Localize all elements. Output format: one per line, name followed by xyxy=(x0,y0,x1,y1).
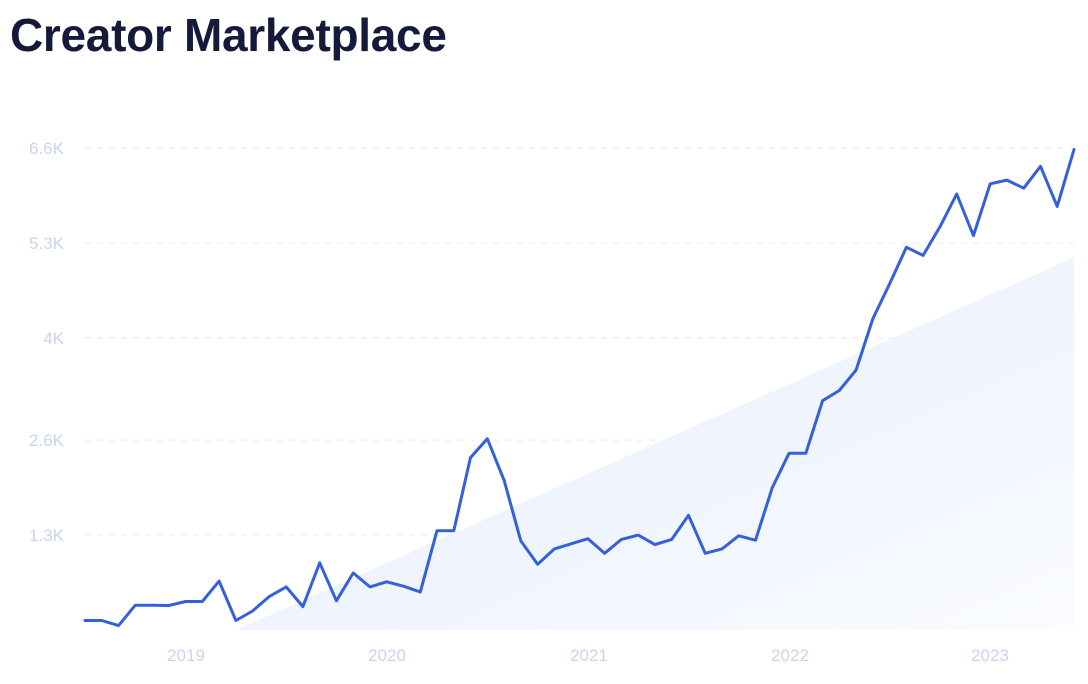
y-tick-label: 6.6K xyxy=(29,139,65,158)
x-tick-label: 2022 xyxy=(771,646,809,665)
y-tick-label: 2.6K xyxy=(29,431,65,450)
trend-area xyxy=(236,257,1074,630)
y-axis-ticks: 1.3K 2.6K 4K 5.3K 6.6K xyxy=(29,139,65,545)
x-tick-label: 2019 xyxy=(167,646,205,665)
series-line-layer xyxy=(83,148,1076,628)
x-tick-label: 2020 xyxy=(368,646,406,665)
y-tick-label: 4K xyxy=(43,329,64,348)
y-tick-label: 1.3K xyxy=(29,526,65,545)
trend-area-shape xyxy=(236,257,1074,630)
y-tick-label: 5.3K xyxy=(29,234,65,253)
x-tick-label: 2021 xyxy=(570,646,608,665)
page-title: Creator Marketplace xyxy=(10,9,447,61)
series-line xyxy=(83,148,1076,628)
x-axis-ticks: 2019 2020 2021 2022 2023 xyxy=(167,646,1009,665)
x-tick-label: 2023 xyxy=(971,646,1009,665)
